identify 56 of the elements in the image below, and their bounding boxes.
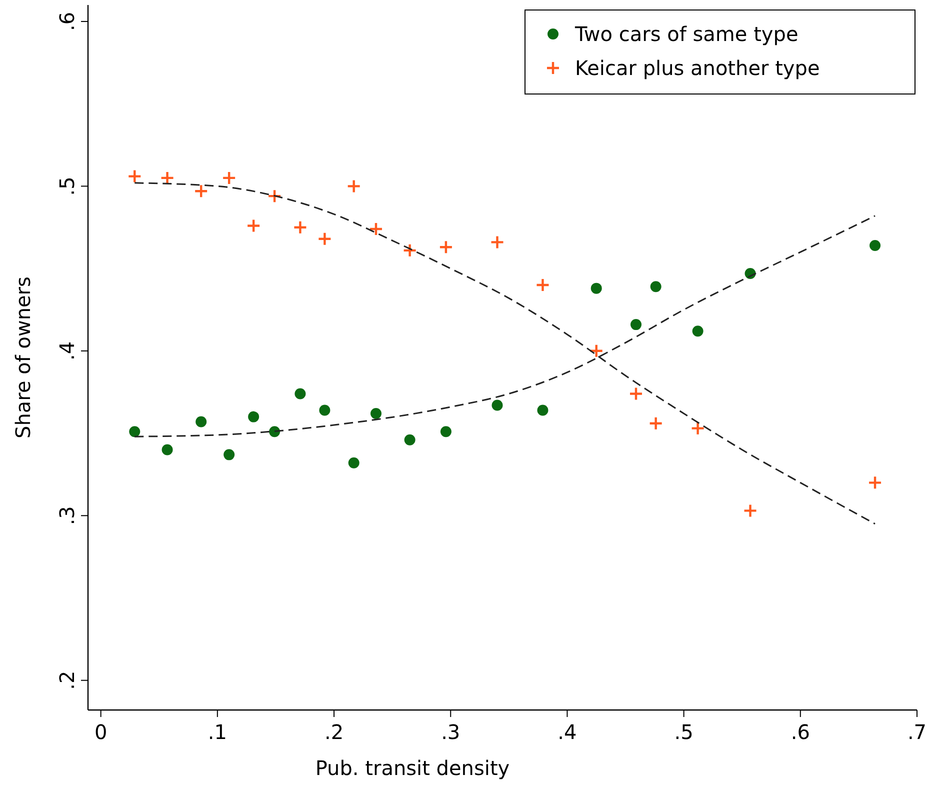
point — [743, 504, 758, 518]
point — [370, 408, 382, 420]
point — [129, 426, 140, 438]
x-tick-label: 0 — [94, 720, 108, 744]
point — [368, 222, 384, 236]
point — [537, 404, 548, 416]
x-tick-label: .5 — [674, 720, 694, 744]
legend-label: Keicar plus another type — [575, 56, 820, 80]
point — [590, 282, 602, 294]
legend-label: Two cars of same type — [574, 22, 798, 46]
y-tick-label: .2 — [55, 670, 79, 690]
x-tick-label: .2 — [324, 720, 344, 744]
point — [490, 235, 504, 250]
point — [650, 281, 662, 292]
point — [319, 404, 330, 416]
point — [536, 278, 550, 292]
point — [196, 416, 207, 428]
point — [162, 444, 173, 456]
y-tick-label: .3 — [55, 506, 79, 526]
point — [294, 388, 306, 400]
point — [404, 434, 416, 446]
y-tick-label: .5 — [55, 176, 79, 196]
y-tick-label: .6 — [55, 12, 79, 32]
y-tick-label: .4 — [55, 341, 79, 360]
x-tick-label: .6 — [790, 720, 810, 744]
point — [492, 400, 503, 411]
point — [346, 179, 361, 194]
point — [402, 243, 417, 258]
point — [293, 220, 308, 234]
point — [269, 426, 280, 438]
point — [870, 240, 881, 251]
point — [194, 184, 208, 198]
point — [440, 426, 452, 438]
point — [868, 476, 882, 490]
point — [246, 218, 261, 233]
point — [648, 416, 663, 430]
point — [318, 232, 332, 246]
line-series — [134, 182, 876, 525]
x-tick-label: .7 — [907, 720, 927, 744]
point — [589, 344, 604, 358]
point — [438, 240, 454, 254]
point — [267, 188, 282, 204]
point — [224, 449, 235, 460]
y-axis-title: Share of owners — [11, 276, 35, 438]
point — [222, 170, 236, 186]
point — [128, 169, 142, 184]
point — [630, 319, 642, 330]
x-tick-label: .4 — [558, 720, 577, 744]
point — [692, 326, 704, 337]
point — [248, 411, 260, 422]
point — [348, 457, 360, 468]
point — [628, 386, 644, 401]
x-axis-title: Pub. transit density — [315, 756, 510, 780]
x-tick-label: .3 — [441, 720, 460, 744]
x-tick-label: .1 — [208, 720, 227, 744]
point — [690, 421, 705, 436]
